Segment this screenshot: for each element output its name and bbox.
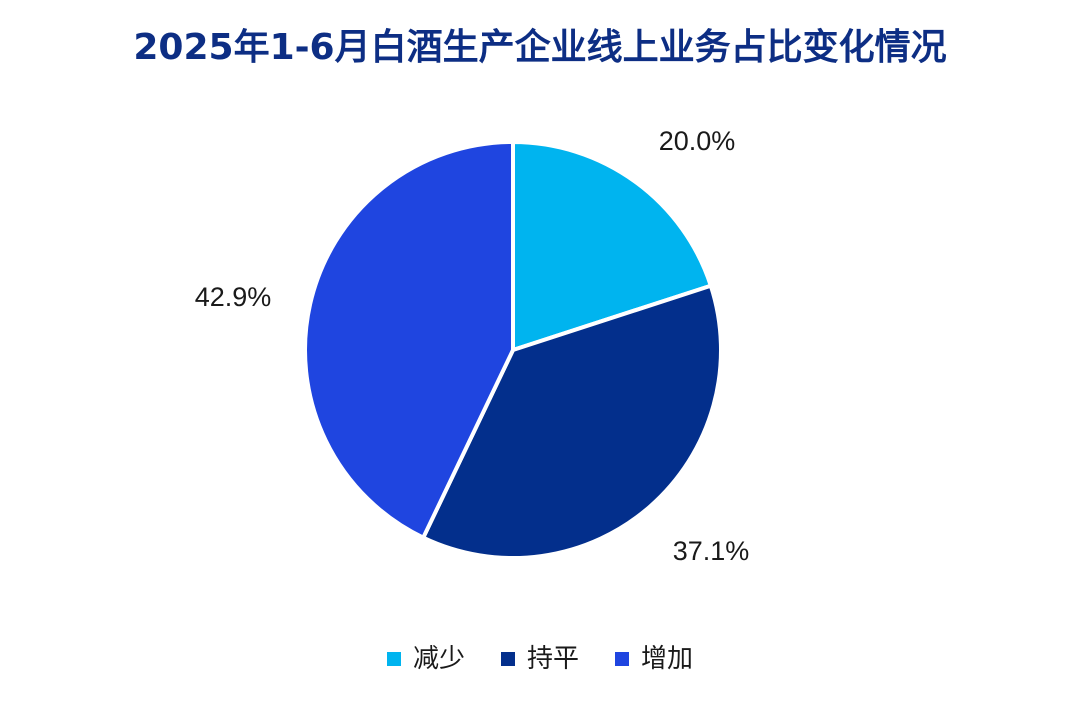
legend-item-0: 减少 — [386, 641, 465, 677]
legend-swatch-2 — [615, 652, 629, 666]
legend-label-1: 持平 — [526, 644, 579, 674]
data-label-2: 42.9% — [195, 282, 272, 312]
chart-title: 2025年1-6月白酒生产企业线上业务占比变化情况 — [133, 27, 947, 68]
pie-slice-0 — [511, 140, 713, 352]
legend-swatch-1 — [500, 652, 515, 666]
pie-data-labels: 20.0% 37.1% 42.9% — [195, 126, 750, 566]
pie-slice-1 — [421, 283, 723, 560]
data-label-1: 37.1% — [673, 536, 750, 566]
legend-item-1: 持平 — [500, 641, 579, 677]
legend-label-2: 增加 — [641, 644, 694, 674]
legend-item-2: 增加 — [615, 641, 693, 677]
legend: 减少 持平 增加 — [0, 641, 1080, 677]
legend-label-0: 减少 — [412, 644, 465, 674]
pie-slices — [303, 140, 723, 560]
legend-swatch-0 — [386, 652, 401, 666]
data-label-0: 20.0% — [659, 126, 736, 156]
pie-slice-2 — [303, 140, 515, 540]
